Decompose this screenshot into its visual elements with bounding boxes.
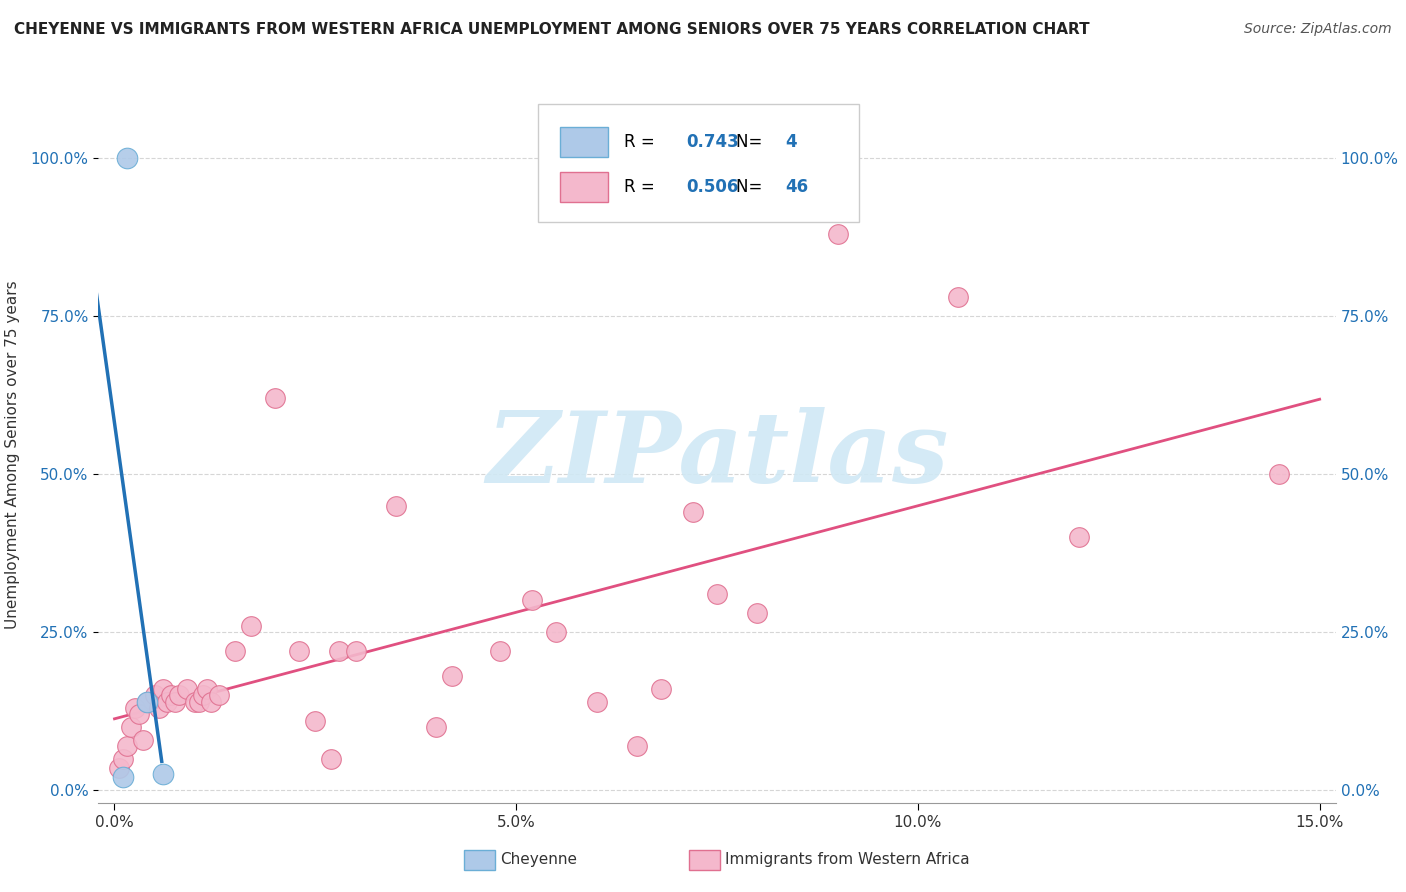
Text: ZIPatlas: ZIPatlas [486,407,948,503]
Point [184,695,207,709]
Point [131,732,153,747]
Point [264,391,287,405]
Point [152,767,174,781]
Text: R =: R = [624,133,661,151]
Point [440,669,463,683]
Point [546,625,568,640]
Point [489,644,512,658]
Text: N=: N= [735,133,768,151]
Point [1067,530,1090,544]
Text: 0.743: 0.743 [686,133,740,151]
Point [425,720,447,734]
Point [626,739,648,753]
Point [747,606,769,620]
Point [195,681,218,696]
Point [148,701,170,715]
Point [706,587,728,601]
Point [946,290,969,304]
Text: Immigrants from Western Africa: Immigrants from Western Africa [725,853,970,867]
Text: Source: ZipAtlas.com: Source: ZipAtlas.com [1244,22,1392,37]
Point [240,618,263,632]
Text: R =: R = [624,178,661,196]
Point [115,739,138,753]
Point [115,151,138,165]
Point [200,695,222,709]
Text: N=: N= [735,178,768,196]
FancyBboxPatch shape [560,172,609,202]
Point [328,644,350,658]
Point [143,688,166,702]
Point [827,227,849,241]
Point [208,688,231,702]
Point [163,695,186,709]
Point [152,681,174,696]
Text: 0.506: 0.506 [686,178,738,196]
FancyBboxPatch shape [537,103,859,222]
Text: CHEYENNE VS IMMIGRANTS FROM WESTERN AFRICA UNEMPLOYMENT AMONG SENIORS OVER 75 YE: CHEYENNE VS IMMIGRANTS FROM WESTERN AFRI… [14,22,1090,37]
FancyBboxPatch shape [560,127,609,157]
Point [124,701,146,715]
Point [191,688,214,702]
Point [1268,467,1291,481]
Point [111,751,134,765]
Point [176,681,198,696]
Point [682,505,704,519]
Point [304,714,326,728]
Point [135,695,157,709]
Point [321,751,343,765]
Point [384,499,406,513]
Text: Cheyenne: Cheyenne [501,853,578,867]
Point [522,593,544,607]
Point [650,681,672,696]
Y-axis label: Unemployment Among Seniors over 75 years: Unemployment Among Seniors over 75 years [4,281,20,629]
Point [120,720,142,734]
Point [156,695,179,709]
Point [288,644,311,658]
Point [135,695,157,709]
Point [344,644,367,658]
Point [585,695,607,709]
Point [128,707,150,722]
Point [167,688,190,702]
Text: 4: 4 [785,133,797,151]
Point [107,761,129,775]
Point [159,688,181,702]
Point [224,644,246,658]
Point [111,771,134,785]
Text: 46: 46 [785,178,808,196]
Point [187,695,209,709]
